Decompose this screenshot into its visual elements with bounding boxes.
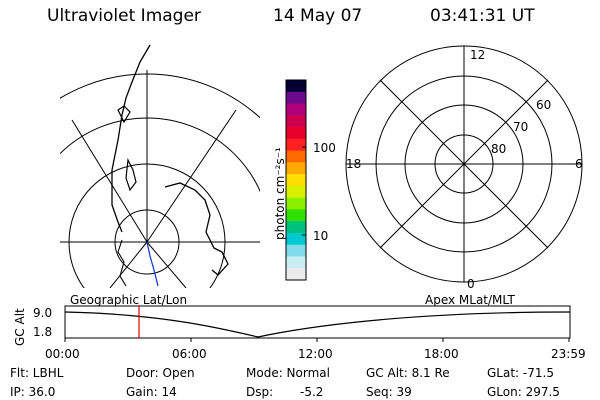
altitude-curve (64, 311, 571, 338)
lon-line-4 (71, 119, 148, 243)
colorbar-band (286, 150, 306, 163)
colorbar-band (286, 209, 306, 222)
lon-line-6 (109, 241, 148, 288)
instrument-title: Ultraviolet Imager (47, 6, 201, 26)
dsp-label: Dsp: (246, 385, 274, 399)
mlt-label-0: 0 (467, 277, 475, 291)
gc-alt-status: GC Alt: 8.1 Re (366, 366, 450, 380)
mlat-label-80: 80 (491, 142, 507, 156)
timeline-ytick-top: 9.0 (33, 306, 53, 320)
colorbar-label-100: 100 (313, 141, 336, 155)
coastline-shelf (117, 239, 127, 287)
colorbar-band (286, 268, 306, 281)
timeline-frame (64, 305, 571, 339)
timeline-left-label: Geographic Lat/Lon (70, 293, 188, 307)
lon-line-7 (146, 241, 187, 288)
timeline-xtick-label-4: 23:59 (551, 347, 586, 361)
mlat-label-60: 60 (536, 98, 552, 112)
timeline-xtick-label-3: 18:00 (424, 347, 459, 361)
colorbar-band (286, 244, 306, 257)
colorbar-label-10: 10 (313, 229, 329, 243)
colorbar-frame (285, 79, 307, 281)
coastline-south-america (111, 44, 151, 233)
colorbar-band (286, 138, 306, 152)
mlat-label-70: 70 (513, 120, 529, 134)
mlt-label-6: 6 (575, 157, 583, 171)
mlt-label-12: 12 (470, 48, 486, 62)
dsp-value: -5.2 (300, 385, 324, 399)
coastline-falklands (117, 105, 131, 124)
timeline-xtick-label-2: 12:00 (298, 347, 333, 361)
colorbar (286, 80, 306, 281)
timeline-right-label: Apex MLat/MLT (425, 293, 515, 307)
colorbar-band (286, 221, 306, 234)
colorbar-band (286, 256, 306, 269)
colorbar-band (286, 127, 306, 140)
timeline-xtick-label-1: 06:00 (172, 347, 207, 361)
time-label: 03:41:31 UT (430, 6, 535, 26)
polar-diag-2 (379, 79, 549, 249)
date-label: 14 May 07 (273, 6, 363, 26)
timeline-xtick-label-0: 00:00 (45, 347, 80, 361)
satellite-track (146, 241, 159, 287)
glon-status: GLon: 297.5 (487, 385, 560, 399)
door-status: Door: Open (126, 366, 195, 380)
seq-status: Seq: 39 (366, 385, 412, 399)
ip-status: IP: 36.0 (10, 385, 56, 399)
colorbar-band (286, 103, 306, 116)
coastline-peninsula (164, 182, 229, 276)
colorbar-band (286, 232, 306, 246)
colorbar-band (286, 80, 306, 93)
lon-line-5 (146, 109, 237, 243)
colorbar-unit-label: photon cm⁻²s⁻¹ (273, 147, 287, 240)
timeline-plot (64, 305, 571, 342)
mode-status: Mode: Normal (246, 366, 330, 380)
colorbar-band (286, 91, 306, 105)
timeline-ylabel: GC Alt (13, 308, 27, 346)
colorbar-band (286, 185, 306, 199)
filter-status: Flt: LBHL (10, 366, 64, 380)
polar-plot (345, 45, 583, 283)
timeline-ytick-bottom: 1.8 (33, 325, 53, 339)
colorbar-band (286, 115, 306, 128)
colorbar-band (286, 197, 306, 210)
colorbar-band (286, 162, 306, 175)
gain-status: Gain: 14 (126, 385, 177, 399)
mlt-label-18: 18 (346, 157, 362, 171)
glat-status: GLat: -71.5 (487, 366, 554, 380)
geographic-map (60, 44, 260, 288)
colorbar-band (286, 174, 306, 187)
coastline-islands (125, 157, 137, 192)
